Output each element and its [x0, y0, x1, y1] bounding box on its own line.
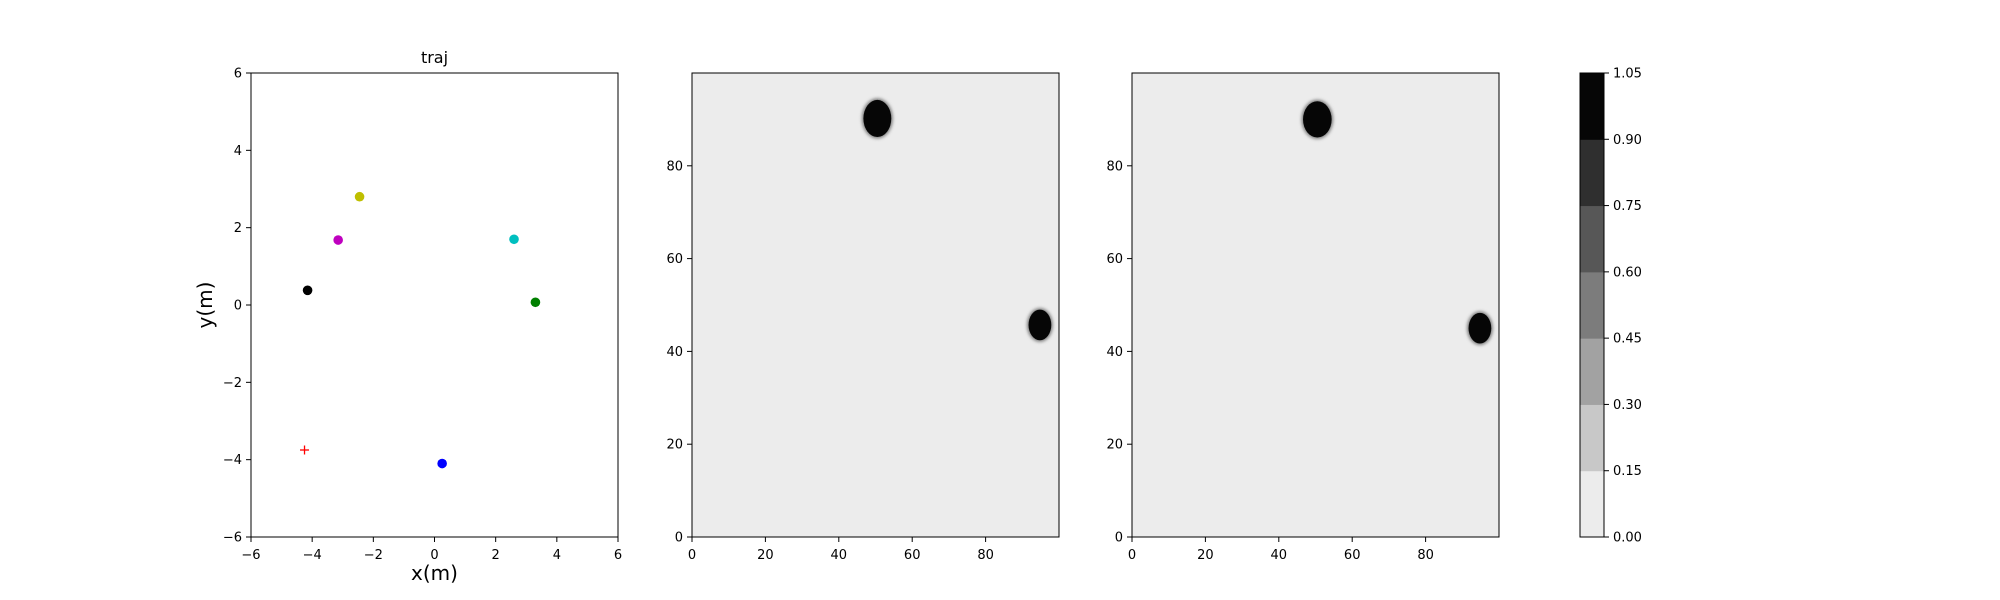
heatmap-2-frame [1131, 72, 1500, 538]
traj-point [437, 458, 447, 469]
colorbar-tick-label: 0.00 [1613, 531, 1642, 546]
traj-start-marker [300, 445, 310, 455]
traj-x-tick-label: 0 [430, 548, 438, 563]
heatmap-2-y-tick-label: 60 [1106, 252, 1123, 267]
traj-y-tick-label: −2 [223, 376, 242, 391]
heatmap-1-x-tick-label: 40 [831, 548, 848, 563]
traj-point [354, 191, 365, 202]
traj-x-tick-label: 2 [492, 548, 500, 563]
traj-title: traj [421, 48, 448, 67]
traj-y-tick-label: 4 [234, 144, 242, 159]
heatmap-1-x-tick-label: 20 [757, 548, 774, 563]
colorbar-band [1580, 205, 1604, 273]
colorbar-bands [1580, 73, 1604, 538]
heatmap-2-background [1132, 73, 1499, 537]
colorbar-band [1580, 470, 1604, 538]
heatmap-1-blob [1028, 309, 1052, 341]
heatmap-2-y-tick-label: 40 [1106, 345, 1123, 360]
heatmap-2-y-tick-label: 80 [1106, 159, 1123, 174]
heatmap-1-y-ticks: 0 20 40 60 80 [666, 159, 692, 546]
heatmap-2-y-tick-label: 0 [1115, 531, 1123, 546]
traj-x-tick-label: 4 [553, 548, 561, 563]
colorbar-band [1580, 271, 1604, 339]
traj-point [509, 234, 519, 245]
heatmap-1-y-tick-label: 40 [666, 345, 683, 360]
traj-point [530, 297, 541, 308]
colorbar-band [1580, 73, 1604, 140]
heatmap-1-y-tick-label: 20 [666, 438, 683, 453]
traj-plot-area [251, 73, 618, 537]
heatmap-1-y-tick-label: 60 [666, 252, 683, 267]
traj-points [300, 191, 541, 469]
colorbar-tick-label: 0.45 [1613, 332, 1642, 347]
heatmap-2-blob [1468, 312, 1492, 344]
heatmap-1-y-tick-label: 80 [666, 159, 683, 174]
colorbar-tick-label: 0.75 [1613, 199, 1642, 214]
colorbar-tick-label: 0.60 [1613, 265, 1642, 280]
heatmap-1-blobs [861, 98, 1053, 342]
heatmap-plot-2: 0 20 40 60 80 0 20 40 60 80 [1106, 72, 1500, 563]
heatmap-2-x-tick-label: 20 [1197, 548, 1214, 563]
colorbar-frame [1579, 72, 1605, 538]
colorbar-band [1580, 139, 1604, 207]
heatmap-2-x-tick-label: 0 [1128, 548, 1136, 563]
heatmap-2-y-ticks: 0 20 40 60 80 [1106, 159, 1132, 546]
colorbar: 0.00 0.15 0.30 0.45 0.60 0.75 0.90 1.05 [1579, 67, 1642, 546]
colorbar-tick-label: 0.90 [1613, 133, 1642, 148]
colorbar-band [1580, 404, 1604, 472]
heatmap-2-x-tick-label: 60 [1344, 548, 1361, 563]
heatmap-2-x-ticks: 0 20 40 60 80 [1128, 537, 1434, 563]
traj-x-tick-label: −4 [303, 548, 322, 563]
colorbar-tick-label: 0.30 [1613, 398, 1642, 413]
heatmap-1-x-ticks: 0 20 40 60 80 [688, 537, 994, 563]
heatmap-2-blob [1303, 101, 1332, 138]
traj-y-tick-label: 2 [234, 221, 242, 236]
heatmap-plot-1: 0 20 40 60 80 0 20 40 60 80 [666, 72, 1060, 563]
heatmap-2-y-tick-label: 20 [1106, 438, 1123, 453]
traj-y-axis-label: y(m) [193, 282, 217, 329]
traj-x-tick-label: −2 [364, 548, 383, 563]
traj-y-tick-label: 0 [234, 299, 242, 314]
traj-y-ticks: −6 −4 −2 0 2 4 6 [223, 67, 251, 546]
colorbar-tick-label: 1.05 [1613, 67, 1642, 82]
traj-x-tick-label: −6 [241, 548, 260, 563]
colorbar-band [1580, 338, 1604, 405]
colorbar-tick-label: 0.15 [1613, 464, 1642, 479]
traj-point [333, 235, 343, 245]
traj-y-tick-label: 6 [234, 67, 242, 82]
traj-x-tick-label: 6 [614, 548, 622, 563]
heatmap-2-x-tick-label: 80 [1417, 548, 1434, 563]
heatmap-1-blob [863, 99, 892, 138]
traj-point [302, 285, 313, 296]
traj-y-tick-label: −6 [223, 531, 242, 546]
heatmap-1-x-tick-label: 0 [688, 548, 696, 563]
colorbar-ticks: 0.00 0.15 0.30 0.45 0.60 0.75 0.90 1.05 [1604, 67, 1642, 546]
heatmap-1-background [692, 73, 1059, 537]
heatmap-1-x-tick-label: 60 [904, 548, 921, 563]
heatmap-1-x-tick-label: 80 [977, 548, 994, 563]
traj-x-axis-label: x(m) [411, 561, 458, 585]
heatmap-2-blobs [1301, 99, 1493, 346]
heatmap-2-x-tick-label: 40 [1271, 548, 1288, 563]
traj-y-tick-label: −4 [223, 453, 242, 468]
traj-plot: −6 −4 −2 0 2 4 6 −6 −4 −2 0 2 4 6 traj x(m) y(m) [193, 48, 622, 585]
heatmap-1-frame [691, 72, 1060, 538]
traj-x-ticks: −6 −4 −2 0 2 4 6 [241, 537, 622, 563]
heatmap-1-y-tick-label: 0 [675, 531, 683, 546]
